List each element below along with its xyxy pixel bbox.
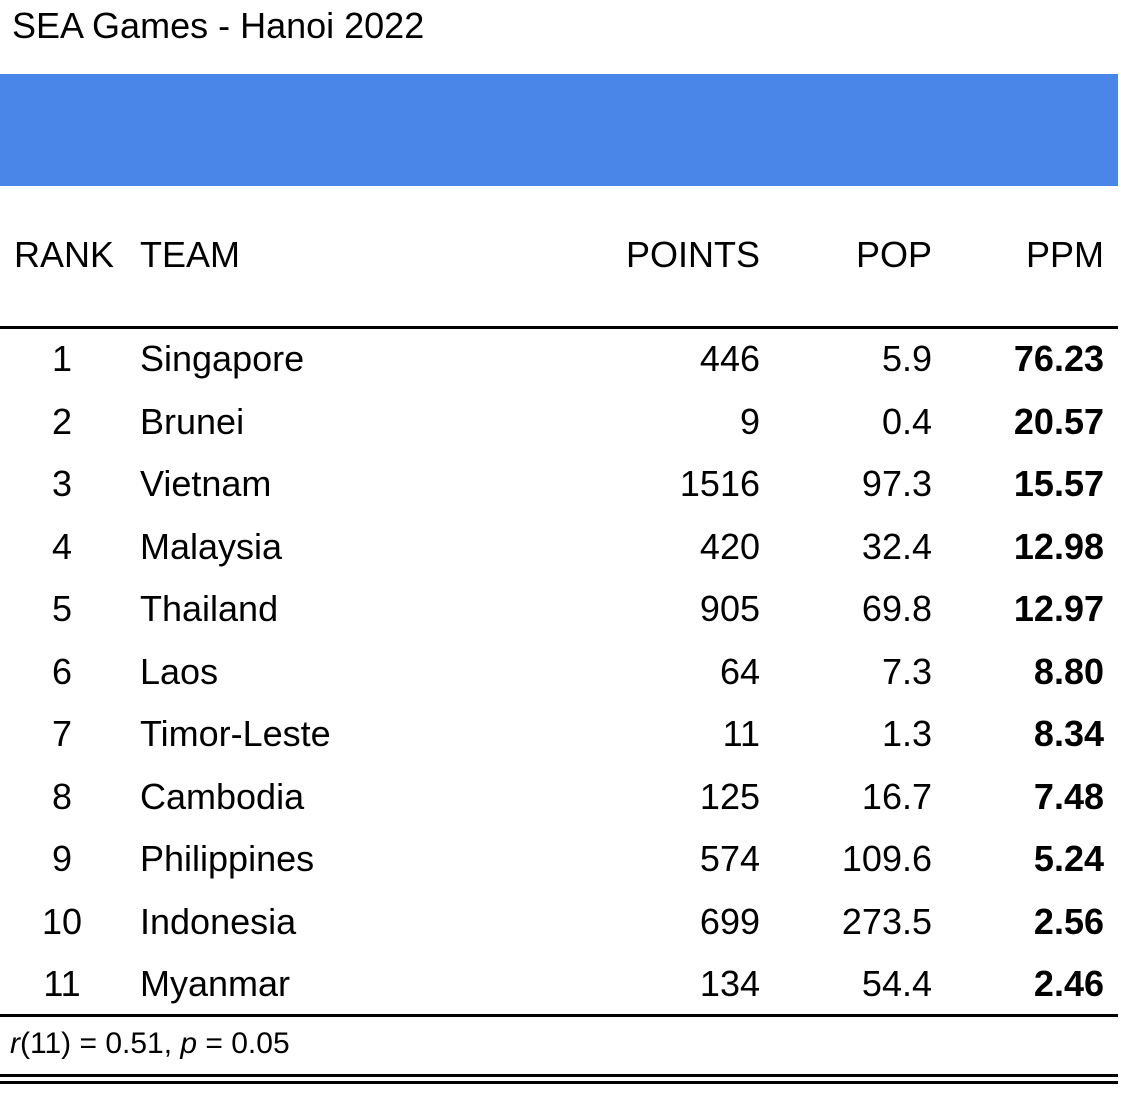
points-cell: 420	[699, 525, 760, 567]
team-cell: Vietnam	[140, 463, 272, 504]
table-row: 3 Vietnam 1516 97.3 15.57	[0, 453, 1118, 516]
table-row: 7 Timor-Leste 11 1.3 8.34	[0, 703, 1118, 766]
rank-cell: 4	[51, 525, 73, 567]
team-cell: Indonesia	[140, 900, 297, 942]
rank-cell: 5	[51, 588, 73, 629]
team-cell: Thailand	[140, 588, 279, 629]
ppm-cell: 2.56	[1033, 900, 1104, 942]
team-cell: Laos	[140, 650, 219, 692]
footnote-r-text: (11) = 0.51,	[20, 1027, 181, 1060]
column-header-team: TEAM	[140, 234, 241, 275]
team-cell: Philippines	[140, 838, 315, 879]
page-caption: SEA Games - Hanoi 2022	[12, 5, 425, 46]
table-title: Table 3 Points per million population	[35, 218, 720, 265]
rank-cell: 9	[51, 838, 73, 879]
header-divider	[0, 326, 1118, 329]
points-cell: 64	[719, 650, 760, 692]
points-cell: 446	[699, 338, 760, 379]
table-footnote: r(11) = 0.51, p = 0.05	[10, 1022, 290, 1066]
pop-cell: 109.6	[841, 838, 932, 879]
team-cell: Cambodia	[140, 775, 305, 817]
rank-cell: 3	[51, 463, 73, 504]
points-cell: 905	[699, 588, 760, 629]
table-title-bar: Table 3 Points per million population	[0, 74, 1118, 265]
pop-cell: 97.3	[861, 463, 932, 504]
table-header-row: RANK TEAM POINTS POP PPM	[0, 230, 1118, 280]
ppm-cell: 2.46	[1033, 963, 1104, 1004]
ppm-cell: 20.57	[1013, 400, 1104, 442]
team-cell: Myanmar	[140, 963, 291, 1004]
table-row: 11 Myanmar 134 54.4 2.46	[0, 953, 1118, 1016]
team-cell: Malaysia	[140, 525, 283, 567]
table-row: 6 Laos 64 7.3 8.80	[0, 641, 1118, 704]
pop-cell: 7.3	[881, 650, 932, 692]
ppm-cell: 5.24	[1033, 838, 1104, 879]
pop-cell: 69.8	[861, 588, 932, 629]
points-cell: 1516	[679, 463, 760, 504]
pop-cell: 273.5	[841, 900, 932, 942]
rank-cell: 2	[51, 400, 73, 442]
footnote-r-symbol: r	[10, 1027, 20, 1060]
rank-cell: 11	[43, 963, 81, 1004]
team-cell: Singapore	[140, 338, 305, 379]
table-row: 9 Philippines 574 109.6 5.24	[0, 828, 1118, 891]
pop-cell: 1.3	[881, 713, 932, 754]
rank-cell: 8	[51, 775, 73, 817]
column-header-pop: POP	[855, 234, 932, 275]
column-header-points: POINTS	[625, 234, 760, 275]
body-divider	[0, 1014, 1118, 1017]
ppm-cell: 12.98	[1013, 525, 1104, 567]
table-row: 4 Malaysia 420 32.4 12.98	[0, 516, 1118, 579]
table-end-rule-lower	[0, 1081, 1118, 1084]
column-header-rank: RANK	[14, 234, 115, 275]
ppm-cell: 7.48	[1033, 775, 1104, 817]
table-row: 10 Indonesia 699 273.5 2.56	[0, 891, 1118, 954]
pop-cell: 5.9	[881, 338, 932, 379]
points-cell: 125	[699, 775, 760, 817]
team-cell: Timor-Leste	[140, 713, 331, 754]
footnote-p-text: = 0.05	[197, 1027, 290, 1060]
ppm-cell: 8.34	[1033, 713, 1104, 754]
footnote-p-symbol: p	[180, 1027, 198, 1060]
points-cell: 574	[699, 838, 760, 879]
ppm-cell: 15.57	[1013, 463, 1104, 504]
rank-cell: 10	[41, 900, 83, 942]
table-body: 1 Singapore 446 5.9 76.23 2 Brunei 9 0.4…	[0, 328, 1118, 1016]
rank-cell: 7	[51, 713, 73, 754]
team-cell: Brunei	[140, 400, 245, 442]
points-cell: 9	[739, 400, 760, 442]
table-row: 8 Cambodia 125 16.7 7.48	[0, 766, 1118, 829]
pop-cell: 0.4	[881, 400, 932, 442]
table-row: 1 Singapore 446 5.9 76.23	[0, 328, 1118, 391]
rank-cell: 1	[51, 338, 73, 379]
table-row: 2 Brunei 9 0.4 20.57	[0, 391, 1118, 454]
ppm-cell: 8.80	[1033, 650, 1104, 692]
table-end-rule-upper	[0, 1074, 1118, 1077]
pop-cell: 32.4	[861, 525, 932, 567]
ppm-cell: 76.23	[1013, 338, 1104, 379]
rank-cell: 6	[51, 650, 73, 692]
points-cell: 699	[699, 900, 760, 942]
table-row: 5 Thailand 905 69.8 12.97	[0, 578, 1118, 641]
pop-cell: 54.4	[861, 963, 932, 1004]
ppm-cell: 12.97	[1013, 588, 1104, 629]
points-cell: 134	[699, 963, 760, 1004]
pop-cell: 16.7	[861, 775, 932, 817]
column-header-ppm: PPM	[1025, 234, 1104, 275]
points-cell: 11	[722, 713, 760, 754]
